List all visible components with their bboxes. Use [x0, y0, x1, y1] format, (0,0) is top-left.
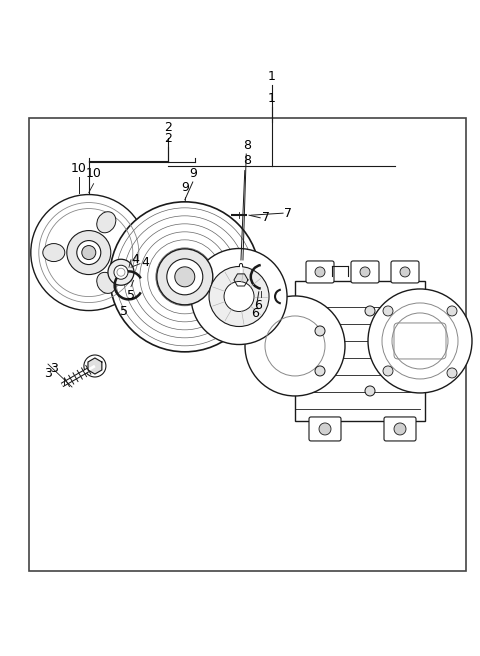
Text: 4: 4 [131, 253, 139, 266]
Text: 10: 10 [71, 162, 87, 175]
Circle shape [315, 326, 325, 336]
Text: 4: 4 [141, 256, 149, 269]
Ellipse shape [97, 272, 116, 293]
Text: 9: 9 [181, 180, 189, 194]
Text: 8: 8 [243, 154, 251, 167]
FancyBboxPatch shape [351, 261, 379, 283]
Circle shape [400, 267, 410, 277]
FancyBboxPatch shape [309, 417, 341, 441]
Polygon shape [88, 358, 102, 374]
Text: 5: 5 [120, 305, 128, 318]
Circle shape [224, 281, 254, 312]
Circle shape [394, 423, 406, 435]
Circle shape [108, 259, 134, 285]
Circle shape [114, 265, 128, 279]
Circle shape [245, 296, 345, 396]
Circle shape [175, 267, 195, 287]
Text: 6: 6 [254, 299, 262, 312]
Text: 5: 5 [127, 289, 135, 302]
Circle shape [315, 267, 325, 277]
Circle shape [82, 245, 96, 260]
Circle shape [365, 386, 375, 396]
FancyBboxPatch shape [391, 261, 419, 283]
Circle shape [365, 306, 375, 316]
Text: 10: 10 [85, 167, 102, 180]
Circle shape [319, 423, 331, 435]
Circle shape [360, 267, 370, 277]
Text: 1: 1 [268, 70, 276, 83]
Circle shape [368, 289, 472, 393]
Circle shape [157, 249, 213, 305]
Circle shape [209, 266, 269, 327]
Polygon shape [234, 274, 248, 286]
Circle shape [447, 368, 457, 378]
Ellipse shape [97, 212, 116, 233]
Text: 7: 7 [284, 207, 292, 220]
Circle shape [77, 241, 101, 264]
Circle shape [31, 195, 147, 310]
Circle shape [67, 230, 111, 275]
Circle shape [447, 306, 457, 316]
Bar [29, 118, 466, 571]
Circle shape [315, 366, 325, 376]
Ellipse shape [43, 243, 65, 262]
Text: 9: 9 [189, 167, 197, 180]
Circle shape [167, 259, 203, 295]
FancyBboxPatch shape [295, 281, 425, 421]
FancyBboxPatch shape [306, 261, 334, 283]
Text: 2: 2 [164, 121, 172, 134]
FancyBboxPatch shape [384, 417, 416, 441]
Text: 7: 7 [262, 211, 270, 224]
Text: 3: 3 [44, 367, 52, 380]
Text: 6: 6 [251, 307, 259, 320]
Text: 2: 2 [164, 132, 172, 145]
Circle shape [383, 366, 393, 376]
Circle shape [191, 249, 287, 344]
Circle shape [110, 202, 260, 352]
Circle shape [383, 306, 393, 316]
Text: 8: 8 [243, 139, 251, 152]
Text: 3: 3 [50, 362, 58, 375]
Text: 1: 1 [268, 92, 276, 105]
